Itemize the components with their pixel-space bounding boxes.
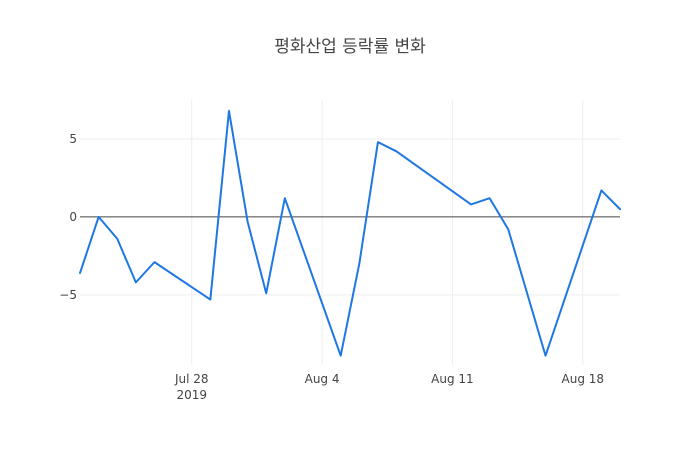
data-point [355, 260, 363, 268]
data-point [374, 138, 382, 146]
series-line [79, 109, 621, 357]
grid-layer [80, 100, 620, 365]
data-point [206, 296, 214, 304]
y-tick-label: 0 [69, 210, 77, 224]
x-axis: Jul 28 2019 Aug 4 Aug 11 Aug 18 [174, 372, 604, 402]
x-tick-label: Jul 28 [174, 372, 209, 386]
data-point [95, 213, 103, 221]
series-layer [76, 107, 624, 360]
x-tick-label: Aug 4 [305, 372, 340, 386]
data-point [262, 289, 270, 297]
x-tick-label: Aug 18 [562, 372, 605, 386]
data-point [542, 352, 550, 360]
data-point [132, 278, 140, 286]
data-point [337, 352, 345, 360]
data-point [504, 225, 512, 233]
data-point [393, 147, 401, 155]
data-point [150, 258, 158, 266]
data-point [467, 200, 475, 208]
chart-title: 평화산업 등락률 변화 [274, 37, 426, 57]
data-point [225, 107, 233, 115]
data-point [281, 194, 289, 202]
data-point [616, 205, 624, 213]
data-point [113, 235, 121, 243]
data-point [244, 218, 252, 226]
y-tick-label: −5 [59, 288, 77, 302]
data-point [76, 269, 84, 277]
x-tick-sublabel: 2019 [176, 388, 207, 402]
y-axis: 5 0 −5 [59, 132, 77, 302]
data-point [597, 186, 605, 194]
x-tick-label: Aug 11 [431, 372, 474, 386]
y-tick-label: 5 [69, 132, 77, 146]
data-point [486, 194, 494, 202]
